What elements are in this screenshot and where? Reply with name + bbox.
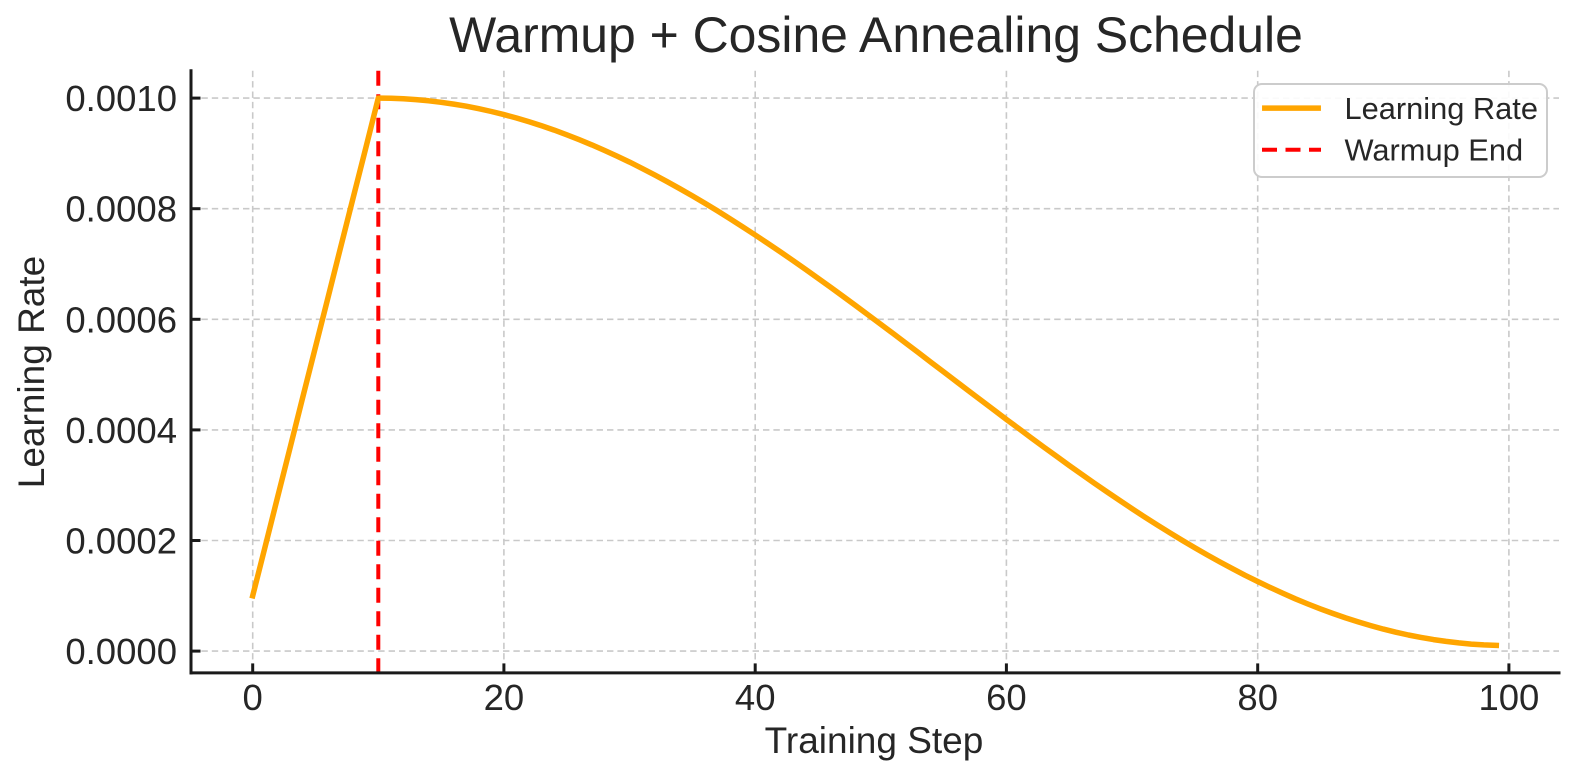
svg-text:0.0002: 0.0002 <box>65 521 177 562</box>
svg-text:Learning Rate: Learning Rate <box>11 256 52 488</box>
svg-text:20: 20 <box>484 677 525 718</box>
svg-text:Training Step: Training Step <box>765 720 984 761</box>
svg-text:0.0008: 0.0008 <box>65 189 177 230</box>
svg-text:0.0004: 0.0004 <box>65 410 177 451</box>
svg-text:0.0006: 0.0006 <box>65 299 177 340</box>
svg-text:0: 0 <box>243 677 263 718</box>
svg-text:Warmup + Cosine Annealing Sche: Warmup + Cosine Annealing Schedule <box>449 7 1303 63</box>
svg-text:Learning Rate: Learning Rate <box>1345 91 1538 126</box>
svg-text:60: 60 <box>986 677 1027 718</box>
svg-text:80: 80 <box>1237 677 1278 718</box>
svg-text:40: 40 <box>735 677 776 718</box>
svg-text:100: 100 <box>1478 677 1539 718</box>
svg-text:Warmup End: Warmup End <box>1345 133 1524 168</box>
svg-text:0.0000: 0.0000 <box>65 631 177 672</box>
svg-text:0.0010: 0.0010 <box>65 78 177 119</box>
